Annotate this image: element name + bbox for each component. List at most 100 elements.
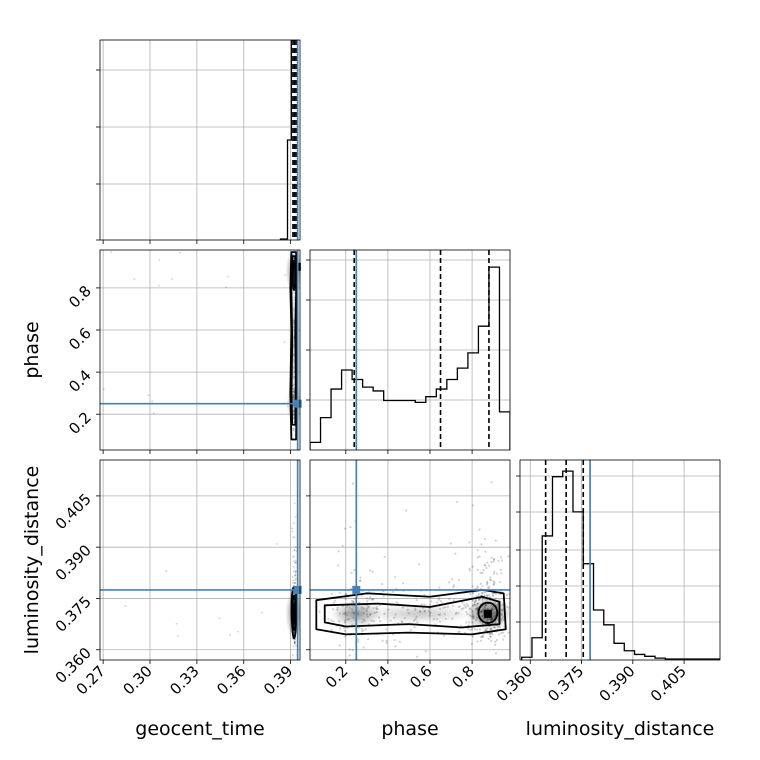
distance-vs-geocent-time-sample-point (294, 577, 297, 580)
luminosity-distance-axis-ytick-label: 0.375 (52, 593, 95, 636)
distance-vs-phase-sample-point (481, 634, 485, 637)
distance-vs-phase-sample-point (492, 560, 495, 563)
distance-vs-phase-sample-point (342, 626, 346, 629)
distance-vs-phase-sample-point (476, 640, 479, 643)
distance-vs-phase-sample-point (500, 559, 504, 562)
distance-vs-geocent-time-sample-point (293, 582, 296, 585)
distance-vs-phase-sample-point (495, 572, 499, 575)
phase-axis-ytick-label: 0.8 (65, 282, 95, 312)
distance-vs-phase-sample-point (338, 644, 341, 647)
distance-vs-phase-sample-point (484, 564, 487, 567)
phase-time-contour-inner (291, 259, 297, 291)
phase-vs-geocent-time-sample-point (227, 275, 230, 278)
distance-vs-phase-sample-point (338, 627, 342, 630)
distance-vs-phase-sample-point (385, 628, 388, 631)
phase-vs-geocent-time-sample-point (158, 259, 161, 262)
distance-vs-phase-sample-point (381, 639, 384, 642)
distance-phase-contour-inner (477, 601, 499, 624)
distance-vs-phase-sample-point (486, 583, 489, 586)
distance-vs-phase-sample-point (500, 631, 503, 635)
phase-vs-geocent-time-sample-point (132, 245, 134, 247)
distance-vs-phase-sample-point (476, 556, 479, 559)
phase-histogram (310, 266, 510, 450)
phase-vs-geocent-time-sample-point (284, 274, 286, 277)
distance-vs-phase-sample-point (473, 628, 477, 631)
distance-vs-phase-sample-point (356, 626, 360, 629)
distance-vs-phase-sample-point (474, 598, 477, 602)
distance-vs-geocent-time-sample-point (293, 570, 295, 573)
distance-vs-phase-sample-point (394, 645, 397, 648)
distance-vs-phase-sample-point (512, 629, 514, 631)
distance-vs-phase-sample-point (481, 592, 484, 595)
distance-vs-geocent-time-sample-point (292, 579, 294, 582)
distance-vs-phase-sample-point (351, 648, 354, 652)
distance-vs-geocent-time-sample-point (291, 576, 294, 579)
distance-vs-phase-sample-point (332, 620, 335, 623)
distance-vs-phase-sample-point (380, 582, 384, 586)
geocent-time-axis-xtick-label: 0.39 (260, 662, 296, 698)
distance-vs-phase-sample-point (464, 606, 467, 609)
distance-vs-phase-sample-point (476, 585, 479, 588)
phase-vs-geocent-time-sample-point (283, 341, 286, 343)
phase-vs-geocent-time-sample-point (292, 427, 295, 430)
distance-vs-phase-sample-point (467, 627, 470, 630)
distance-vs-phase-sample-point (369, 569, 372, 572)
distance-vs-geocent-time-sample-point (294, 582, 296, 584)
distance-vs-phase-sample-point (370, 598, 374, 601)
distance-vs-phase-sample-point (484, 550, 487, 553)
distance-vs-phase-sample-point (466, 603, 469, 606)
distance-vs-phase-sample-point (471, 565, 474, 568)
distance-vs-phase-sample-point (394, 576, 397, 579)
distance-vs-phase-sample-point (512, 595, 514, 597)
distance-vs-phase-sample-point (480, 635, 484, 638)
distance-vs-geocent-time-sample-point (294, 561, 296, 564)
distance-vs-phase-sample-point (371, 570, 374, 573)
distance-vs-phase-sample-point (457, 631, 460, 634)
distance-vs-phase-sample-point (492, 580, 495, 583)
distance-vs-phase-sample-point (359, 576, 362, 579)
panel-frame-h (309, 459, 511, 661)
distance-vs-phase-sample-point (415, 599, 418, 602)
distance-vs-phase-sample-point (490, 481, 493, 484)
distance-vs-geocent-time-sample-point (294, 574, 296, 577)
distance-vs-phase-sample-point (505, 593, 508, 597)
distance-vs-phase-sample-point (364, 628, 367, 631)
phase-vs-geocent-time-sample-point (179, 251, 182, 254)
distance-vs-phase-sample-point (464, 605, 467, 608)
distance-vs-phase-sample-point (358, 662, 360, 664)
distance-vs-phase-sample-point (479, 582, 483, 585)
distance-vs-phase-sample-point (489, 579, 493, 582)
distance-vs-phase-sample-point (451, 578, 454, 581)
distance-vs-phase-sample-point (424, 650, 427, 653)
distance-vs-phase-sample-point (343, 629, 346, 632)
phase-axis-xtick-label: 0.4 (364, 662, 394, 692)
distance-vs-phase-sample-point (385, 641, 388, 644)
distance-vs-phase-sample-point (417, 563, 421, 566)
distance-vs-phase-sample-point (497, 633, 501, 636)
distance-vs-phase-sample-point (350, 571, 353, 575)
distance-vs-geocent-time-sample-point (294, 638, 297, 641)
phase-vs-geocent-time-sample-point (110, 251, 112, 254)
distance-vs-geocent-time-sample-point (292, 566, 295, 568)
distance-vs-phase-sample-point (456, 500, 459, 503)
distance-vs-phase-sample-point (413, 626, 416, 629)
distance-vs-phase-sample-point (383, 555, 386, 559)
distance-vs-phase-sample-point (471, 599, 474, 602)
phase-vs-geocent-time-sample-point (295, 245, 297, 247)
distance-phase-peak-bin (483, 609, 492, 618)
distance-vs-phase-sample-point (479, 639, 483, 642)
distance-vs-phase-sample-point (332, 601, 335, 604)
distance-vs-phase-sample-point (480, 635, 483, 639)
distance-vs-phase-sample-point (475, 595, 478, 598)
distance-vs-phase-sample-point (480, 543, 483, 546)
distance-vs-phase-sample-point (501, 631, 505, 634)
phase-axis-xtick-label: 0.8 (448, 662, 478, 692)
distance-vs-phase-sample-point (502, 638, 505, 641)
distance-time-contour-inner (292, 603, 296, 625)
distance-vs-phase-sample-point (361, 594, 364, 597)
distance-vs-phase-sample-point (457, 578, 460, 581)
distance-vs-phase-sample-point (486, 580, 489, 584)
phase-vs-geocent-time-sample-point (291, 427, 294, 430)
distance-vs-phase-sample-point (490, 556, 493, 559)
distance-vs-phase-sample-point (511, 550, 513, 552)
